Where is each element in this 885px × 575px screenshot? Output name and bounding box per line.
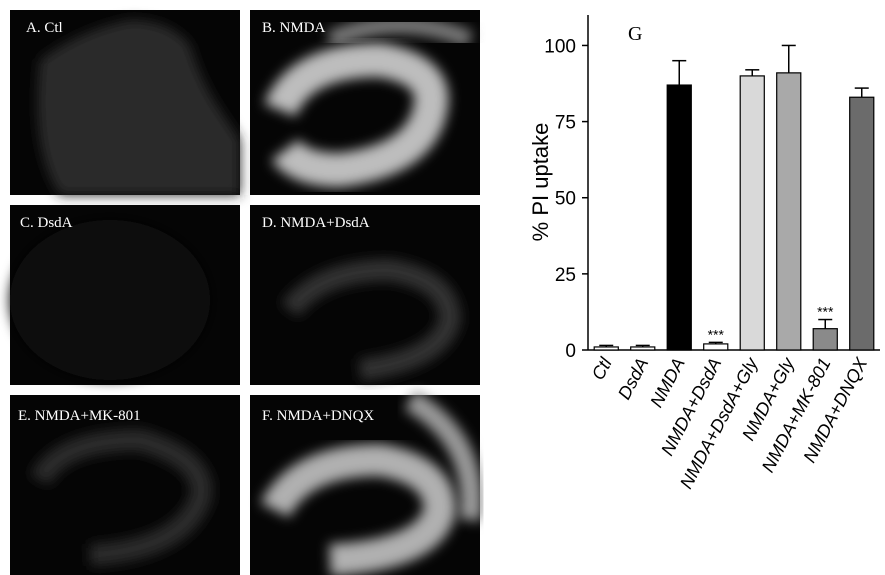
bar (812, 328, 838, 351)
y-axis-label: % PI uptake (528, 123, 553, 242)
bar (776, 72, 802, 351)
x-tick-label: Ctl (588, 354, 616, 384)
panel-label: C. DsdA (20, 215, 73, 231)
significance-label: *** (708, 326, 725, 342)
bar (849, 96, 875, 351)
panel-f: F. NMDA+DNQX (250, 390, 483, 575)
y-tick-label: 25 (555, 265, 576, 286)
panel-b: B. NMDA (250, 10, 480, 195)
panel-label: B. NMDA (262, 20, 326, 36)
panel-label: A. Ctl (26, 20, 63, 36)
y-tick-label: 75 (555, 113, 576, 134)
y-tick-label: 0 (565, 341, 576, 362)
panel-label: E. NMDA+MK-801 (18, 408, 141, 424)
panel-label: F. NMDA+DNQX (262, 408, 374, 424)
panel-label: D. NMDA+DsdA (262, 215, 370, 231)
panel-e: E. NMDA+MK-801 (10, 395, 240, 575)
bar (593, 346, 619, 351)
bar (739, 75, 765, 351)
y-tick-label: 100 (544, 36, 576, 57)
panel-label: G (628, 23, 642, 45)
bar (666, 84, 692, 351)
panel-a: A. Ctl (10, 10, 240, 195)
panel-d: D. NMDA+DsdA (250, 205, 480, 385)
bar (703, 343, 729, 351)
x-tick-label: DsdA (614, 354, 652, 402)
bar (630, 346, 656, 351)
significance-label: *** (817, 304, 834, 320)
y-tick-label: 50 (555, 189, 576, 210)
panel-c: C. DsdA (10, 205, 240, 385)
